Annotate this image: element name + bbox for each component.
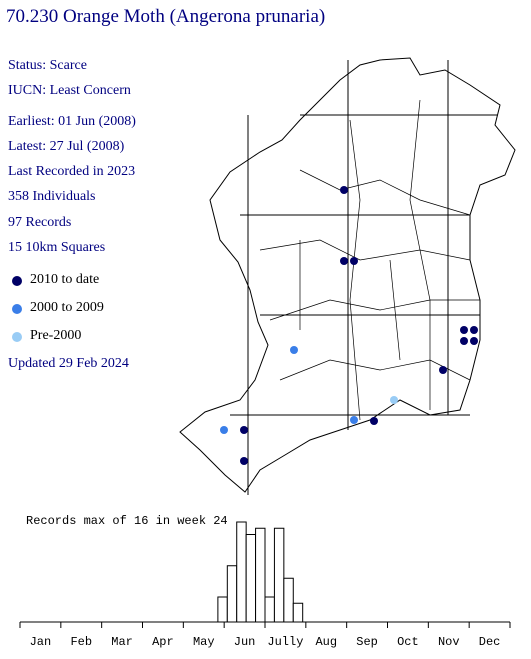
- month-label: Jan: [30, 635, 52, 649]
- bar: [217, 596, 228, 623]
- county-borders: [259, 99, 480, 421]
- record-dot: [470, 337, 478, 345]
- info-line: Latest: 27 Jul (2008): [8, 139, 125, 154]
- chart-title: Records max of 16 in week 24: [26, 514, 228, 528]
- record-dot: [470, 326, 478, 334]
- record-dot: [460, 337, 468, 345]
- record-dot: [340, 186, 348, 194]
- month-label: Mar: [111, 635, 133, 649]
- legend-swatch: [12, 304, 22, 314]
- record-dot: [390, 396, 398, 404]
- record-dot: [220, 426, 228, 434]
- info-line: Last Recorded in 2023: [8, 164, 136, 179]
- bar: [283, 577, 294, 623]
- legend-label: Pre-2000: [30, 328, 82, 343]
- title: 70.230 Orange Moth (Angerona prunaria): [6, 6, 326, 27]
- bar: [264, 596, 275, 623]
- bar: [236, 521, 247, 623]
- record-dot: [340, 257, 348, 265]
- map: [179, 57, 516, 495]
- bar: [245, 534, 257, 623]
- info-line: 358 Individuals: [8, 189, 96, 204]
- record-dot: [240, 457, 248, 465]
- bar: [255, 527, 266, 623]
- month-label: Apr: [152, 635, 174, 649]
- record-dot: [350, 416, 358, 424]
- month-label: Nov: [438, 635, 460, 649]
- record-dot: [439, 366, 447, 374]
- legend-label: 2000 to 2009: [30, 300, 104, 315]
- bar: [292, 602, 304, 623]
- legend-label: 2010 to date: [30, 272, 100, 287]
- info-line: IUCN: Least Concern: [8, 83, 131, 98]
- record-dot: [350, 257, 358, 265]
- month-label: Aug: [315, 635, 337, 649]
- record-dot: [370, 417, 378, 425]
- month-label: Oct: [397, 635, 419, 649]
- month-label: Sep: [356, 635, 378, 649]
- records: [220, 186, 478, 465]
- info-line: 15 10km Squares: [8, 240, 106, 255]
- info-line: Status: Scarce: [8, 58, 87, 73]
- record-dot: [290, 346, 298, 354]
- bar: [273, 527, 285, 623]
- month-label: Feb: [70, 635, 92, 649]
- month-label: May: [193, 635, 215, 649]
- month-label: Jun: [234, 635, 256, 649]
- updated: Updated 29 Feb 2024: [8, 356, 129, 371]
- info-line: 97 Records: [8, 215, 72, 230]
- histogram: Jan Feb Mar Apr May Jun Jully Aug Sep Oct Nov Dec: [19, 521, 511, 649]
- info-line: Earliest: 01 Jun (2008): [8, 114, 136, 129]
- grid-lines: [230, 60, 498, 495]
- bar: [226, 565, 238, 623]
- record-dot: [460, 326, 468, 334]
- month-label: Dec: [479, 635, 501, 649]
- record-dot: [240, 426, 248, 434]
- legend-swatch: [12, 332, 22, 342]
- legend-swatch: [12, 276, 22, 286]
- month-label: Jully: [267, 635, 303, 649]
